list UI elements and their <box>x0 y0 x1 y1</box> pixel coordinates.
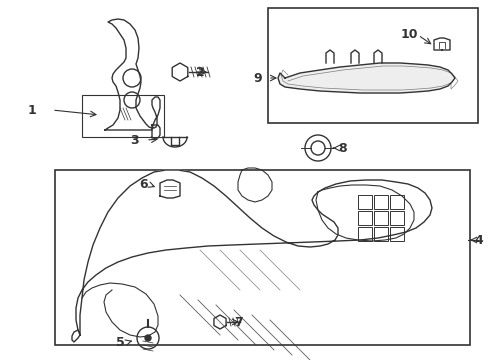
Polygon shape <box>76 170 431 335</box>
Bar <box>357 195 371 209</box>
Text: 4: 4 <box>473 234 482 247</box>
Circle shape <box>145 335 151 341</box>
Bar <box>55 170 469 345</box>
Bar <box>373 195 387 209</box>
Text: 1: 1 <box>27 104 36 117</box>
Text: 3: 3 <box>130 134 138 147</box>
Polygon shape <box>278 63 454 93</box>
Text: 9: 9 <box>253 72 262 85</box>
Bar <box>82 95 163 137</box>
Text: 6: 6 <box>139 179 148 192</box>
Bar <box>389 195 403 209</box>
Bar <box>357 227 371 241</box>
Bar <box>357 211 371 225</box>
Text: 2: 2 <box>196 66 204 78</box>
Bar <box>373 227 387 241</box>
Text: 7: 7 <box>234 315 242 328</box>
Text: 5: 5 <box>115 336 124 348</box>
Bar <box>389 211 403 225</box>
Text: 10: 10 <box>400 28 417 41</box>
Text: 8: 8 <box>337 141 346 154</box>
Bar <box>373 211 387 225</box>
Bar <box>267 8 477 123</box>
Bar <box>389 227 403 241</box>
